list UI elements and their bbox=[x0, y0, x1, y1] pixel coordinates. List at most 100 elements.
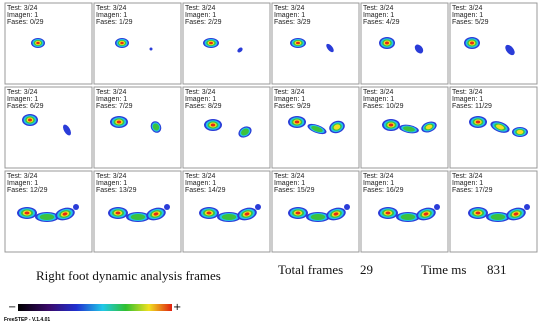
pressure-blob bbox=[414, 44, 424, 54]
frame-imagen: Imagen: 1 bbox=[185, 180, 216, 187]
pressure-blob bbox=[115, 211, 121, 215]
pressure-blob bbox=[475, 211, 481, 215]
caption: Right foot dynamic analysis frames bbox=[36, 268, 221, 283]
pressure-blob bbox=[333, 212, 339, 216]
frame-imagen: Imagen: 1 bbox=[452, 96, 483, 103]
frame-fases: Fases: 4/29 bbox=[363, 19, 400, 26]
pressure-blob bbox=[62, 212, 68, 216]
pressure-blob bbox=[39, 214, 55, 220]
frame-imagen: Imagen: 1 bbox=[274, 12, 305, 19]
pressure-blob bbox=[63, 124, 71, 136]
pressure-blob bbox=[116, 120, 122, 124]
pressure-blob bbox=[311, 125, 323, 133]
pressure-blob bbox=[344, 204, 350, 210]
frame-imagen: Imagen: 1 bbox=[96, 12, 127, 19]
pressure-blob bbox=[210, 123, 216, 127]
scale-min: − bbox=[8, 302, 16, 313]
frame-test: Test: 3/24 bbox=[96, 5, 126, 12]
frame-test: Test: 3/24 bbox=[452, 89, 482, 96]
pressure-blob bbox=[495, 124, 505, 130]
frame-imagen: Imagen: 1 bbox=[96, 96, 127, 103]
frame-fases: Fases: 8/29 bbox=[185, 103, 222, 110]
frame-test: Test: 3/24 bbox=[96, 89, 126, 96]
pressure-blob bbox=[153, 212, 159, 216]
frame-border bbox=[4, 86, 93, 169]
frame-imagen: Imagen: 1 bbox=[7, 96, 38, 103]
frame-fases: Fases: 0/29 bbox=[7, 19, 44, 26]
total-frames-label: Total frames bbox=[278, 262, 343, 277]
pressure-blob bbox=[24, 211, 30, 215]
pressure-blob bbox=[295, 211, 301, 215]
frame-fases: Fases: 5/29 bbox=[452, 19, 489, 26]
frame-fases: Fases: 3/29 bbox=[274, 19, 311, 26]
frame-test: Test: 3/24 bbox=[274, 89, 304, 96]
frame-border bbox=[93, 86, 182, 169]
pressure-blob bbox=[470, 41, 474, 45]
pressure-blob bbox=[516, 129, 524, 135]
pressure-blob bbox=[425, 124, 433, 130]
pressure-blob bbox=[475, 120, 481, 124]
pressure-blob bbox=[28, 118, 32, 122]
frame-imagen: Imagen: 1 bbox=[185, 12, 216, 19]
version: FreeSTEP - V.1.4.01 bbox=[4, 317, 50, 323]
frame-test: Test: 3/24 bbox=[185, 5, 215, 12]
pressure-blob bbox=[237, 47, 243, 53]
frame-test: Test: 3/24 bbox=[7, 173, 37, 180]
pressure-blob bbox=[255, 204, 261, 210]
frame-test: Test: 3/24 bbox=[185, 173, 215, 180]
pressure-blob bbox=[400, 214, 416, 220]
frame-border bbox=[182, 2, 271, 85]
frame-test: Test: 3/24 bbox=[96, 173, 126, 180]
pressure-blob bbox=[120, 41, 124, 45]
frame-imagen: Imagen: 1 bbox=[7, 180, 38, 187]
color-scale bbox=[18, 304, 172, 311]
frame-imagen: Imagen: 1 bbox=[363, 180, 394, 187]
frame-test: Test: 3/24 bbox=[7, 89, 37, 96]
frame-test: Test: 3/24 bbox=[452, 5, 482, 12]
frame-fases: Fases: 12/29 bbox=[7, 187, 48, 194]
frame-imagen: Imagen: 1 bbox=[96, 180, 127, 187]
frame-fases: Fases: 16/29 bbox=[363, 187, 404, 194]
frame-imagen: Imagen: 1 bbox=[363, 12, 394, 19]
frame-fases: Fases: 2/29 bbox=[185, 19, 222, 26]
pressure-blob bbox=[244, 212, 250, 216]
pressure-blob bbox=[241, 128, 249, 136]
frame-test: Test: 3/24 bbox=[274, 173, 304, 180]
frame-fases: Fases: 10/29 bbox=[363, 103, 404, 110]
pressure-blob bbox=[403, 126, 415, 132]
pressure-blob bbox=[434, 204, 440, 210]
total-frames-value: 29 bbox=[360, 262, 373, 277]
frame-fases: Fases: 1/29 bbox=[96, 19, 133, 26]
frame-test: Test: 3/24 bbox=[363, 5, 393, 12]
pressure-blob bbox=[152, 123, 160, 131]
frame-test: Test: 3/24 bbox=[363, 89, 393, 96]
frame-fases: Fases: 14/29 bbox=[185, 187, 226, 194]
pressure-blob bbox=[164, 204, 170, 210]
pressure-blob bbox=[206, 211, 212, 215]
pressure-blob bbox=[73, 204, 79, 210]
pressure-blob bbox=[423, 212, 429, 216]
frame-test: Test: 3/24 bbox=[274, 5, 304, 12]
pressure-blob bbox=[490, 214, 506, 220]
frame-fases: Fases: 9/29 bbox=[274, 103, 311, 110]
pressure-blob bbox=[505, 44, 515, 56]
frame-border bbox=[271, 170, 360, 253]
frame-fases: Fases: 7/29 bbox=[96, 103, 133, 110]
frame-border bbox=[271, 2, 360, 85]
frame-imagen: Imagen: 1 bbox=[185, 96, 216, 103]
pressure-blob bbox=[333, 124, 341, 130]
frame-test: Test: 3/24 bbox=[7, 5, 37, 12]
